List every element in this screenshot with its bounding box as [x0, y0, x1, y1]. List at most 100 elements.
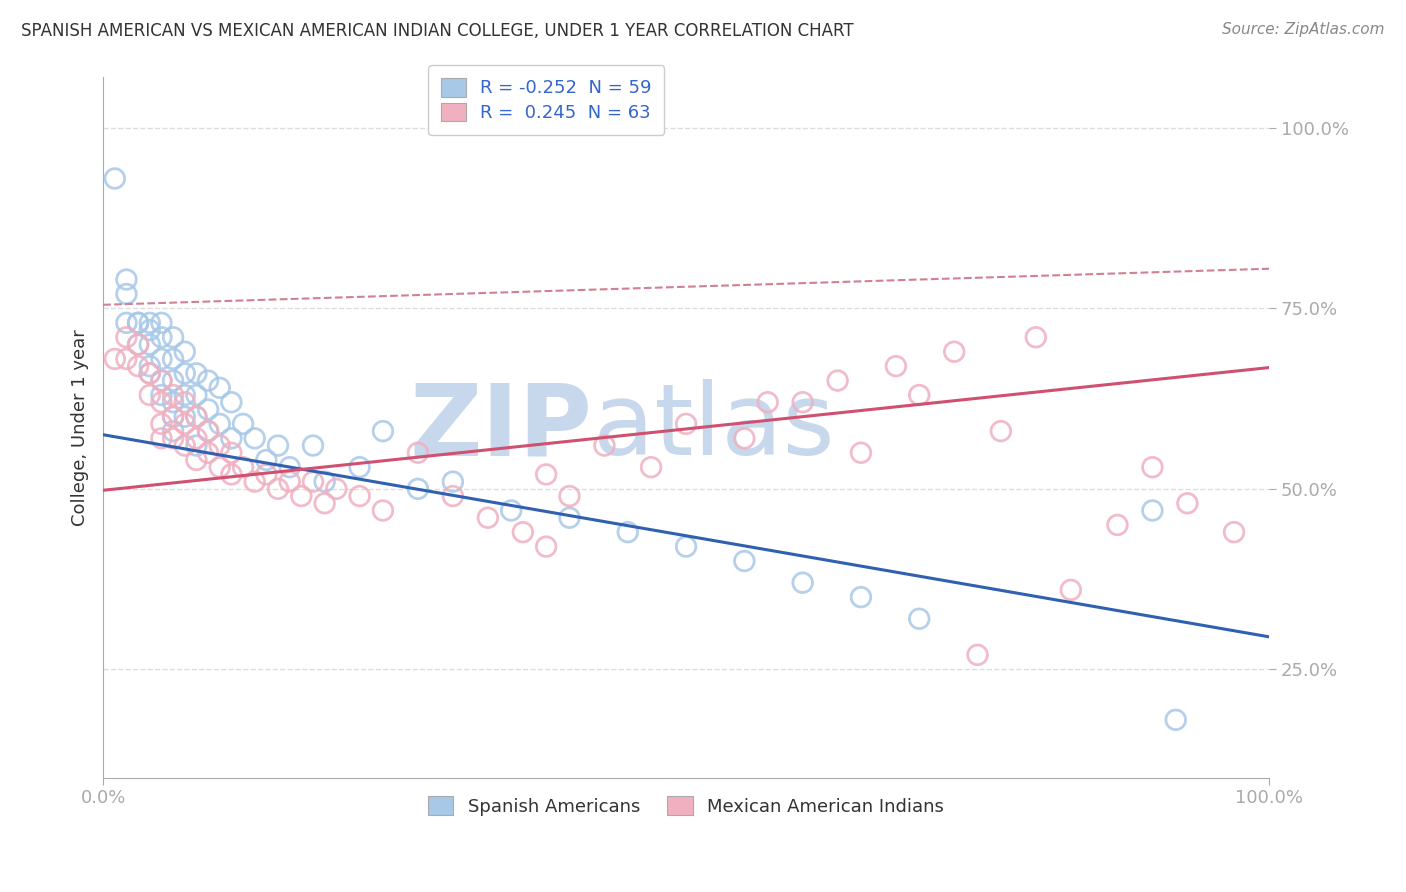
Point — [150, 316, 173, 330]
Point — [162, 395, 184, 409]
Point — [1107, 517, 1129, 532]
Point — [1177, 496, 1199, 510]
Point — [827, 374, 849, 388]
Point — [162, 409, 184, 424]
Point — [990, 424, 1012, 438]
Point — [150, 330, 173, 344]
Point — [162, 388, 184, 402]
Point — [139, 388, 162, 402]
Point — [139, 316, 162, 330]
Point — [173, 409, 195, 424]
Point — [162, 374, 184, 388]
Point — [197, 374, 219, 388]
Point — [908, 388, 931, 402]
Point — [186, 438, 208, 452]
Point — [197, 402, 219, 417]
Point — [254, 467, 277, 482]
Point — [104, 351, 127, 366]
Point — [186, 431, 208, 445]
Point — [150, 431, 173, 445]
Point — [127, 337, 149, 351]
Text: atlas: atlas — [593, 379, 834, 476]
Point — [243, 431, 266, 445]
Point — [139, 359, 162, 373]
Point — [208, 381, 231, 395]
Point — [186, 453, 208, 467]
Point — [221, 395, 243, 409]
Text: Source: ZipAtlas.com: Source: ZipAtlas.com — [1222, 22, 1385, 37]
Point — [232, 460, 254, 475]
Point — [254, 453, 277, 467]
Point — [115, 287, 138, 301]
Point — [186, 409, 208, 424]
Point — [232, 417, 254, 431]
Point — [243, 475, 266, 489]
Point — [558, 510, 581, 524]
Point — [150, 395, 173, 409]
Text: ZIP: ZIP — [411, 379, 593, 476]
Point — [314, 496, 336, 510]
Point — [792, 575, 814, 590]
Point — [756, 395, 779, 409]
Point — [139, 367, 162, 381]
Point — [267, 482, 290, 496]
Point — [186, 409, 208, 424]
Point — [1164, 713, 1187, 727]
Point — [127, 337, 149, 351]
Point — [197, 424, 219, 438]
Point — [139, 323, 162, 337]
Point — [501, 503, 523, 517]
Point — [173, 344, 195, 359]
Point — [162, 409, 184, 424]
Point — [150, 374, 173, 388]
Point — [221, 431, 243, 445]
Point — [208, 417, 231, 431]
Point — [173, 388, 195, 402]
Point — [1025, 330, 1047, 344]
Point — [150, 417, 173, 431]
Point — [115, 272, 138, 286]
Point — [115, 351, 138, 366]
Point — [325, 482, 347, 496]
Point — [371, 503, 394, 517]
Point — [104, 171, 127, 186]
Y-axis label: College, Under 1 year: College, Under 1 year — [72, 329, 89, 526]
Point — [197, 424, 219, 438]
Point — [186, 388, 208, 402]
Text: SPANISH AMERICAN VS MEXICAN AMERICAN INDIAN COLLEGE, UNDER 1 YEAR CORRELATION CH: SPANISH AMERICAN VS MEXICAN AMERICAN IND… — [21, 22, 853, 40]
Point — [908, 612, 931, 626]
Point — [173, 367, 195, 381]
Point — [127, 359, 149, 373]
Point — [406, 446, 429, 460]
Point — [173, 417, 195, 431]
Point — [371, 424, 394, 438]
Point — [208, 460, 231, 475]
Point — [943, 344, 966, 359]
Point — [512, 525, 534, 540]
Point — [675, 540, 697, 554]
Point — [792, 395, 814, 409]
Point — [534, 540, 557, 554]
Point — [150, 374, 173, 388]
Point — [1223, 525, 1246, 540]
Legend: Spanish Americans, Mexican American Indians: Spanish Americans, Mexican American Indi… — [419, 787, 953, 824]
Point — [173, 438, 195, 452]
Point — [1142, 503, 1164, 517]
Point — [302, 438, 325, 452]
Point — [441, 475, 464, 489]
Point — [267, 438, 290, 452]
Point — [115, 316, 138, 330]
Point — [221, 467, 243, 482]
Point — [197, 446, 219, 460]
Point — [139, 337, 162, 351]
Point — [640, 460, 662, 475]
Point — [186, 367, 208, 381]
Point — [278, 460, 301, 475]
Point — [150, 388, 173, 402]
Point — [849, 590, 872, 604]
Point — [558, 489, 581, 503]
Point — [406, 482, 429, 496]
Point — [733, 554, 755, 568]
Point — [162, 424, 184, 438]
Point — [173, 395, 195, 409]
